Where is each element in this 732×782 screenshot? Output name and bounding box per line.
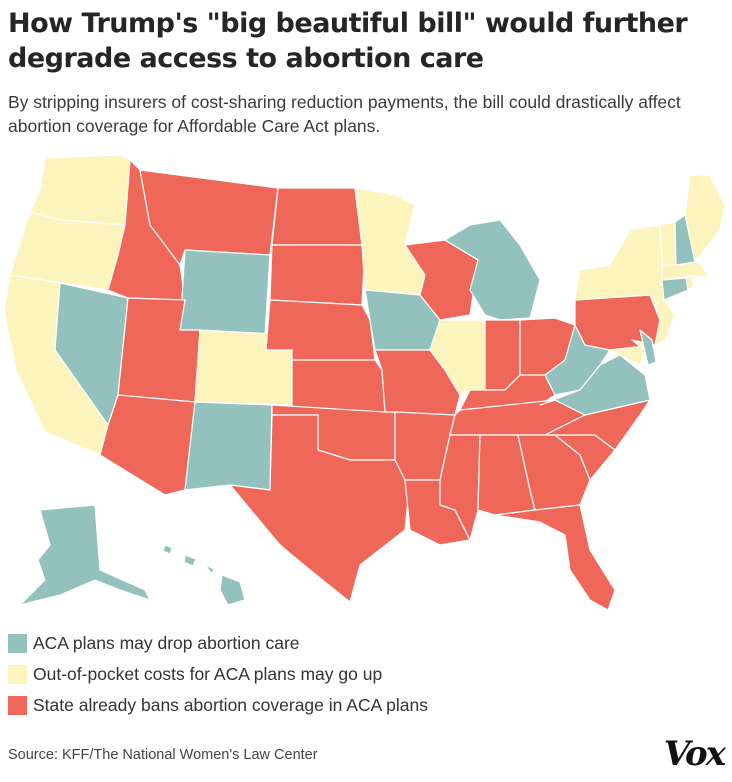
state-DE [639,329,657,366]
state-CT [661,277,689,301]
state-KS [291,359,386,413]
legend-swatch-costs-up [8,665,27,684]
source-note: Source: KFF/The National Women's Law Cen… [8,747,318,763]
map-subtitle: By stripping insurers of cost-sharing re… [8,92,681,136]
legend-label: Out-of-pocket costs for ACA plans may go… [33,664,383,684]
state-WY [179,249,271,336]
state-FL [494,504,616,611]
state-SD [269,244,366,306]
state-ME [684,174,726,263]
legend-item: State already bans abortion coverage in … [8,690,428,721]
state-TX [229,414,411,603]
state-ND [271,187,363,246]
legend: ACA plans may drop abortion care Out-of-… [8,628,428,721]
map-title: How Trump's "big beautiful bill" would f… [8,8,688,74]
state-RI [685,275,695,291]
vox-logo: Vox [663,734,726,774]
state-AK [19,504,151,606]
state-WA [29,154,131,226]
state-MI [444,219,541,321]
state-VT [659,221,677,266]
state-NM [184,401,273,491]
legend-item: ACA plans may drop abortion care [8,628,428,659]
legend-label: State already bans abortion coverage in … [33,695,428,715]
legend-label: ACA plans may drop abortion care [33,633,300,653]
state-AZ [99,394,196,496]
legend-swatch-aca-drop [8,634,27,653]
state-HI [162,544,246,606]
state-MN [354,187,426,296]
legend-swatch-already-bans [8,696,27,715]
legend-item: Out-of-pocket costs for ACA plans may go… [8,659,428,690]
us-state-map [0,150,732,620]
